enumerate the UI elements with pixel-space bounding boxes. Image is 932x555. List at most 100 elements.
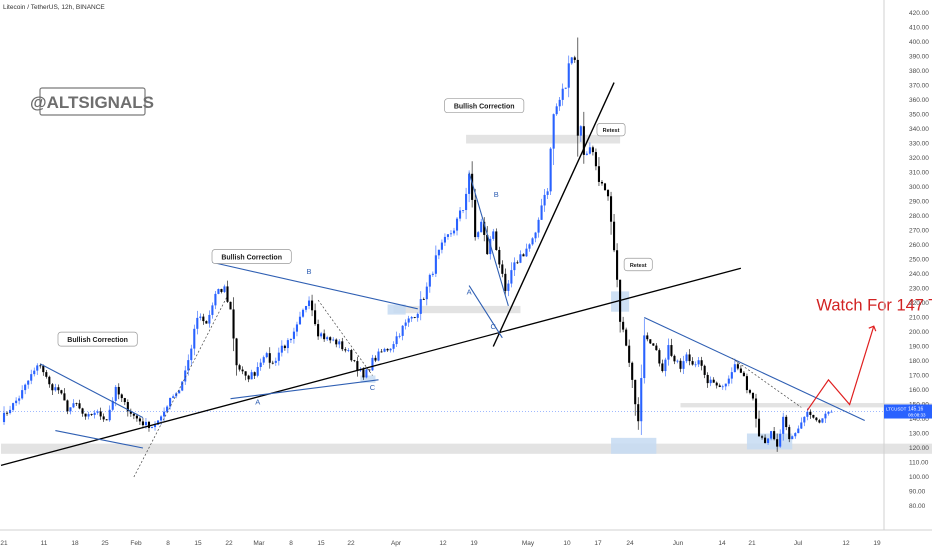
candle-body	[299, 317, 301, 325]
candle-body	[347, 350, 349, 351]
candle-body	[24, 385, 26, 390]
candle-body	[495, 231, 497, 250]
callout-text: Retest	[603, 128, 620, 134]
price-tick-label: 340.00	[909, 126, 929, 133]
price-tick-label: 330.00	[909, 141, 929, 148]
candle-body	[538, 220, 540, 233]
candle-body	[676, 361, 678, 362]
price-tick-label: 120.00	[909, 445, 929, 452]
price-tick-label: 90.00	[909, 489, 926, 496]
candle-body	[652, 343, 654, 345]
time-tick-label: 12	[439, 540, 447, 547]
callout-text: Retest	[630, 263, 647, 269]
candle-body	[776, 439, 778, 446]
price-tick-label: 220.00	[909, 300, 929, 307]
candle-body	[344, 349, 346, 350]
candle-body	[390, 349, 392, 351]
price-tick-label: 300.00	[909, 184, 929, 191]
time-tick-label: 24	[626, 540, 634, 547]
candle-body	[559, 100, 561, 106]
candle-body	[438, 250, 440, 256]
candle-body	[323, 333, 325, 339]
candle-body	[103, 416, 105, 419]
candle-body	[423, 299, 425, 300]
candle-body	[236, 338, 238, 365]
time-tick-label: 17	[594, 540, 602, 547]
time-tick-label: 19	[873, 540, 881, 547]
candle-body	[205, 321, 207, 323]
candle-body	[350, 350, 352, 360]
candle-body	[27, 381, 29, 385]
candle-body	[601, 182, 603, 183]
candle-body	[51, 384, 53, 390]
candle-body	[45, 372, 47, 377]
candle-body	[57, 387, 59, 390]
candle-body	[239, 365, 241, 369]
price-tick-label: 160.00	[909, 387, 929, 394]
candle-body	[498, 250, 500, 264]
candle-body	[420, 299, 422, 314]
candle-body	[383, 349, 385, 352]
candle-body	[740, 369, 742, 373]
candle-body	[592, 147, 594, 152]
candle-body	[429, 275, 431, 287]
candle-body	[362, 369, 364, 377]
watermark-box: @ALTSIGNALS	[30, 88, 154, 115]
candle-body	[649, 339, 651, 343]
candle-body	[818, 420, 820, 422]
candle-body	[453, 231, 455, 234]
candle-body	[190, 349, 192, 361]
candle-body	[411, 317, 413, 318]
candle-body	[193, 329, 195, 349]
candle-body	[719, 385, 721, 387]
candle-body	[510, 270, 512, 283]
candle-body	[365, 370, 367, 378]
price-tick-label: 310.00	[909, 170, 929, 177]
candle-body	[767, 439, 769, 443]
time-tick-label: 21	[0, 540, 8, 547]
price-tick-label: 290.00	[909, 199, 929, 206]
candle-body	[610, 196, 612, 221]
candle-body	[725, 384, 727, 387]
watermark-text: @ALTSIGNALS	[30, 93, 154, 112]
candle-body	[604, 183, 606, 190]
candle-body	[281, 346, 283, 353]
candle-body	[516, 262, 518, 263]
candle-body	[770, 431, 772, 438]
symbol-header: Litecoin / TetherUS, 12h, BINANCE	[3, 4, 105, 11]
candle-body	[163, 412, 165, 417]
candle-body	[223, 286, 225, 292]
candle-body	[827, 412, 829, 414]
price-tick-label: 110.00	[909, 460, 929, 467]
candle-body	[821, 418, 823, 422]
candle-body	[803, 417, 805, 423]
time-tick-label: Feb	[130, 540, 142, 547]
candle-body	[728, 379, 730, 384]
candle-body	[145, 422, 147, 425]
candle-body	[60, 390, 62, 393]
price-tick-label: 190.00	[909, 344, 929, 351]
wave-label: A	[467, 287, 472, 296]
candle-body	[613, 222, 615, 251]
candle-body	[673, 356, 675, 361]
candle-body	[100, 411, 102, 416]
candle-body	[550, 149, 552, 192]
price-axis[interactable]: 420.00410.00400.00390.00380.00370.00360.…	[909, 10, 929, 510]
candle-body	[109, 410, 111, 420]
time-tick-label: 14	[718, 540, 726, 547]
candle-body	[519, 254, 521, 262]
candle-body	[72, 403, 74, 407]
candle-body	[396, 336, 398, 344]
candle-body	[66, 400, 68, 411]
candle-body	[217, 289, 219, 294]
candle-body	[229, 302, 231, 310]
candle-body	[142, 421, 144, 425]
candle-body	[393, 344, 395, 349]
candle-body	[513, 262, 515, 270]
candle-body	[595, 152, 597, 166]
wave-label: B	[494, 190, 499, 199]
candle-body	[329, 337, 331, 340]
support-zone	[394, 306, 521, 313]
